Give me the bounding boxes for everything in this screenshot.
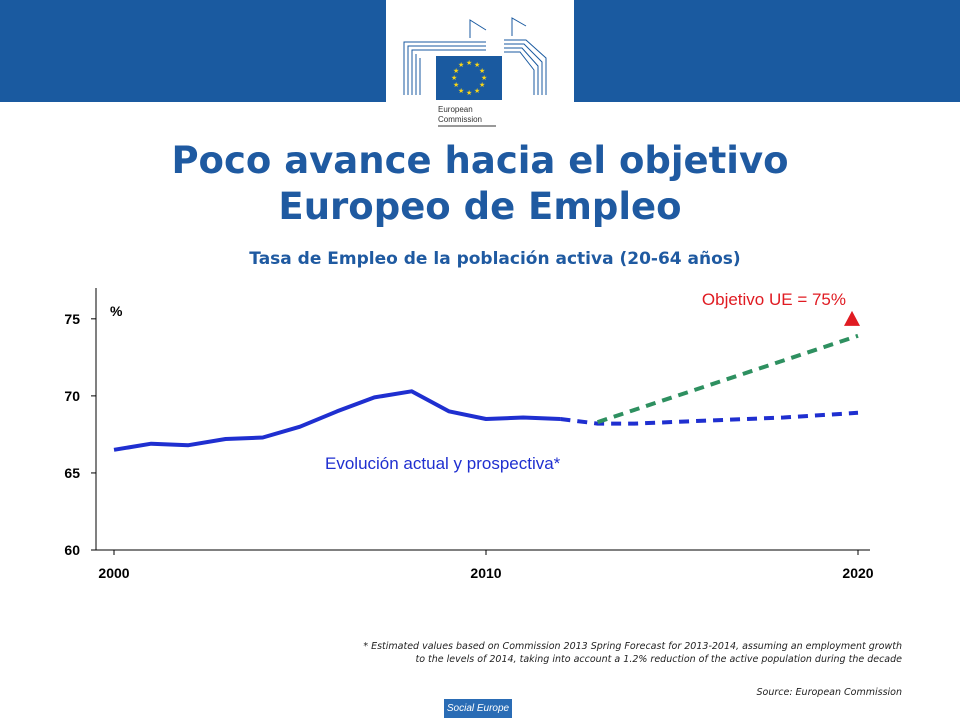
- svg-text:★: ★: [453, 81, 459, 89]
- series-line-3: [596, 333, 859, 424]
- chart-series: [113, 310, 860, 452]
- target-marker: [844, 310, 860, 326]
- chart-labels: Objetivo UE = 75% Evolución actual y pros…: [325, 290, 846, 473]
- y-tick-label: 75: [64, 311, 80, 327]
- svg-text:★: ★: [479, 67, 485, 75]
- series-line-2: [560, 410, 859, 426]
- svg-text:★: ★: [451, 74, 457, 82]
- y-tick-label: 70: [64, 388, 80, 404]
- building-icon: ★ ★★ ★★★ ★★★ ★★★ European Commission: [403, 17, 547, 127]
- y-axis-unit: %: [110, 303, 123, 319]
- svg-text:★: ★: [466, 89, 472, 97]
- page-title: Poco avance hacia el objetivo Europeo de…: [100, 138, 860, 230]
- series-line-1: [113, 389, 561, 452]
- title-line-1: Poco avance hacia el objetivo: [171, 139, 789, 182]
- svg-text:★: ★: [458, 87, 464, 95]
- target-label: Objetivo UE = 75%: [702, 290, 846, 309]
- x-tick-label: 2020: [842, 565, 873, 581]
- x-tick-label: 2010: [470, 565, 501, 581]
- svg-text:★: ★: [474, 87, 480, 95]
- chart-subtitle: Tasa de Empleo de la población activa (2…: [249, 249, 741, 269]
- svg-text:★: ★: [474, 61, 480, 69]
- logo-line1: European: [438, 105, 473, 114]
- y-tick-label: 65: [64, 465, 80, 481]
- svg-text:★: ★: [466, 59, 472, 67]
- footnote-line-2: to the levels of 2014, taking into accou…: [415, 654, 902, 665]
- footnote-line-1: * Estimated values based on Commission 2…: [363, 641, 902, 652]
- x-tick-label: 2000: [98, 565, 129, 581]
- logo-line2: Commission: [438, 115, 482, 124]
- svg-text:★: ★: [458, 61, 464, 69]
- social-europe-badge: Social Europe: [444, 699, 512, 718]
- commission-logo: ★ ★ ★ ★ ★ ★ ★ ★ ★ ★ ★ ★ European Commission: [386, 0, 574, 140]
- source-note: Source: European Commission: [756, 687, 902, 698]
- y-tick-label: 60: [64, 542, 80, 558]
- title-line-2: Europeo de Empleo: [278, 185, 682, 228]
- chart: 60 65 70 75 2000 2010 2020% Objetivo UE = 75% E…: [64, 288, 874, 581]
- svg-text:★: ★: [481, 74, 487, 82]
- svg-text:★: ★: [453, 67, 459, 75]
- series-label: Evolución actual y prospectiva*: [325, 454, 561, 473]
- chart-axes: 60 65 70 75 2000 2010 2020%: [64, 288, 874, 581]
- svg-text:★: ★: [479, 81, 485, 89]
